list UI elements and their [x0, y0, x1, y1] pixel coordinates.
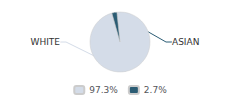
- svg-text:2.7%: 2.7%: [144, 85, 167, 95]
- svg-text:97.3%: 97.3%: [89, 85, 118, 95]
- svg-text:WHITE: WHITE: [30, 37, 60, 47]
- svg-text:ASIAN: ASIAN: [172, 37, 199, 47]
